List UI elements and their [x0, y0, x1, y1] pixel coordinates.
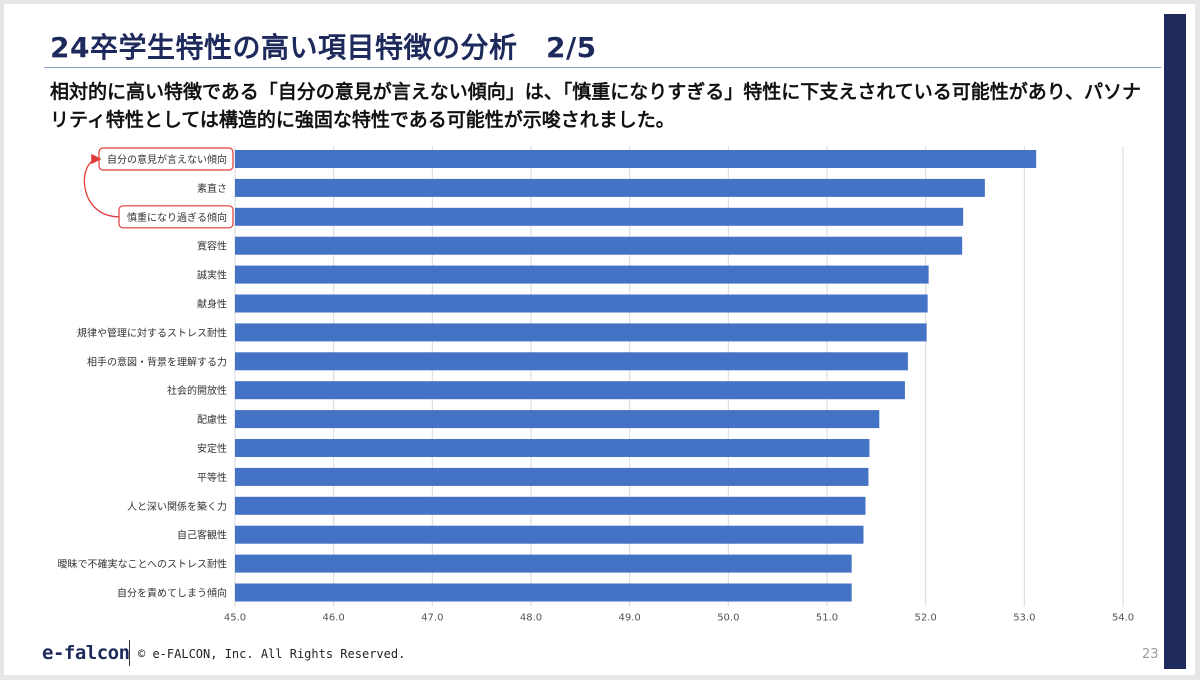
x-tick-label: 48.0: [520, 613, 542, 624]
x-tick-label: 52.0: [915, 613, 937, 624]
bar: [235, 265, 929, 284]
category-label: 素直さ: [197, 182, 227, 195]
x-tick-label: 50.0: [717, 613, 739, 624]
footer-separator: [129, 640, 130, 666]
bar: [235, 352, 908, 371]
slide-subtitle: 相対的に高い特徴である「自分の意見が言えない傾向」は、「慎重になりすぎる」特性に…: [50, 81, 1141, 131]
title-divider: [44, 67, 1161, 68]
category-label: 人と深い関係を築く力: [127, 500, 227, 513]
x-tick-label: 53.0: [1013, 613, 1035, 624]
bar: [235, 410, 880, 429]
category-label: 規律や管理に対するストレス耐性: [77, 326, 227, 339]
category-label: 慎重になり過ぎる傾向: [127, 211, 227, 224]
bar: [235, 381, 905, 400]
bar: [235, 525, 864, 544]
category-label: 献身性: [197, 298, 227, 311]
bar: [235, 207, 964, 226]
bar: [235, 236, 963, 255]
category-label: 自己客観性: [177, 529, 227, 542]
category-label: 平等性: [197, 471, 227, 484]
category-label: 誠実性: [197, 269, 227, 282]
category-label: 安定性: [197, 442, 227, 455]
bar: [235, 439, 870, 457]
category-label: 社会的開放性: [167, 384, 227, 397]
category-label: 配慮性: [197, 413, 227, 426]
bar: [235, 496, 866, 515]
bar: [235, 150, 1037, 168]
bar-chart: 自分の意見が言えない傾向素直さ慎重になり過ぎる傾向寛容性誠実性献身性規律や管理に…: [58, 146, 1134, 624]
slide: 24卒学生特性の高い項目特徴の分析 2/5 相対的に高い特徴である「自分の意見が…: [4, 4, 1195, 675]
bar: [235, 583, 852, 602]
x-tick-label: 51.0: [816, 613, 838, 624]
side-accent-bar: [1164, 14, 1186, 669]
copyright-text: © e-FALCON, Inc. All Rights Reserved.: [138, 647, 406, 661]
bar: [235, 178, 985, 197]
x-tick-label: 47.0: [421, 613, 443, 624]
category-label: 自分の意見が言えない傾向: [107, 153, 227, 166]
category-label: 寛容性: [197, 240, 227, 253]
x-tick-label: 45.0: [224, 613, 246, 624]
bar: [235, 467, 869, 486]
bar: [235, 554, 852, 573]
annotation-arrow: [83, 153, 120, 218]
x-tick-label: 54.0: [1112, 613, 1134, 624]
bar: [235, 323, 927, 342]
page-number: 23: [1142, 647, 1159, 662]
slide-title: 24卒学生特性の高い項目特徴の分析 2/5: [50, 31, 597, 64]
category-label: 曖昧で不確実なことへのストレス耐性: [58, 558, 228, 571]
bar: [235, 294, 928, 313]
x-tick-label: 46.0: [323, 613, 345, 624]
category-label: 相手の意図・背景を理解する力: [87, 355, 227, 368]
x-tick-label: 49.0: [619, 613, 641, 624]
footer-logo: e-falcon: [42, 642, 130, 664]
category-label: 自分を責めてしまう傾向: [117, 587, 227, 600]
